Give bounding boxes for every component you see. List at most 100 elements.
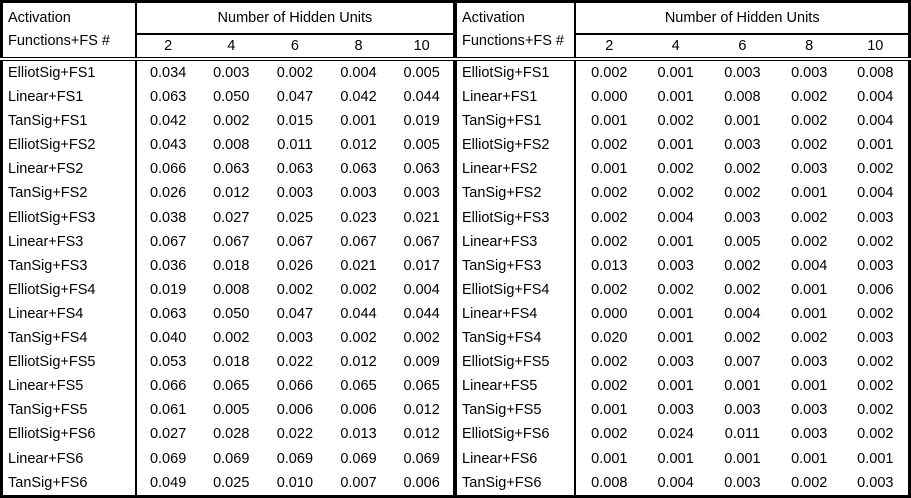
activation-header-line2: Functions+FS # [462,33,564,49]
table-row: Linear+FS6 0.001 0.001 0.001 0.001 0.001 [456,446,910,471]
value-cell: 0.019 [403,113,440,130]
value-cell: 0.023 [340,209,377,226]
row-label: ElliotSig+FS3 [1,205,137,230]
value-cell: 0.067 [403,233,440,250]
table-row: Linear+FS1 0.063 0.050 0.047 0.042 0.044 [1,85,455,110]
table-row: ElliotSig+FS4 0.002 0.002 0.002 0.001 0.006 [456,277,910,302]
value-cell: 0.018 [213,257,250,274]
value-cell: 0.028 [213,426,250,443]
value-cell: 0.002 [403,330,440,347]
value-cell: 0.001 [657,305,694,322]
row-label: ElliotSig+FS2 [1,133,137,158]
value-cell: 0.001 [791,450,828,467]
value-cell: 0.063 [340,161,377,178]
value-cell: 0.042 [149,113,187,130]
row-label: ElliotSig+FS5 [456,350,577,375]
value-cell: 0.002 [591,233,628,250]
table-row: Linear+FS4 0.000 0.001 0.004 0.001 0.002 [456,301,910,327]
value-cell: 0.002 [276,281,314,298]
value-cell: 0.002 [276,65,314,81]
value-cell: 0.003 [724,137,761,154]
table-row: ElliotSig+FS1 0.034 0.003 0.002 0.004 0.005 [1,59,455,86]
row-label: TanSig+FS6 [456,470,577,497]
value-cell: 0.066 [276,378,314,395]
value-cell: 0.005 [403,137,440,154]
value-cell: 0.002 [591,281,628,298]
value-cell: 0.069 [340,450,377,467]
value-cell: 0.012 [340,137,377,154]
value-cell: 0.050 [213,305,250,322]
value-cell: 0.002 [724,330,761,347]
value-cell: 0.001 [657,89,694,106]
units-col-header: 8 [326,34,391,61]
table-row: Linear+FS6 0.069 0.069 0.069 0.069 0.069 [1,446,455,471]
value-cell: 0.044 [403,305,440,322]
value-cell: 0.001 [591,450,628,467]
row-label: TanSig+FS4 [456,326,577,351]
value-cell: 0.003 [724,65,761,81]
value-cell: 0.002 [591,185,628,202]
value-cell: 0.005 [213,402,250,419]
value-cell: 0.040 [149,330,187,347]
value-cell: 0.015 [276,113,314,130]
table-row: TanSig+FS2 0.026 0.012 0.003 0.003 0.003 [1,181,455,206]
table-row: ElliotSig+FS1 0.002 0.001 0.003 0.003 0.008 [456,59,910,86]
value-cell: 0.002 [857,305,894,322]
value-cell: 0.008 [213,281,250,298]
value-cell: 0.003 [857,209,894,226]
value-cell: 0.002 [724,185,761,202]
table-row: ElliotSig+FS5 0.002 0.003 0.007 0.003 0.002 [456,350,910,375]
value-cell: 0.004 [857,185,894,202]
value-cell: 0.026 [276,257,314,274]
table-row: ElliotSig+FS2 0.002 0.001 0.003 0.002 0.001 [456,133,910,158]
value-cell: 0.063 [213,161,250,178]
value-cell: 0.002 [791,233,828,250]
value-cell: 0.012 [403,402,440,419]
value-cell: 0.000 [591,89,628,106]
value-cell: 0.010 [276,474,314,491]
value-cell: 0.001 [591,161,628,178]
activation-header-line1: Activation [462,10,525,26]
units-col-header: 4 [199,34,264,61]
units-col-header: 10 [390,34,454,61]
value-cell: 0.069 [403,450,440,467]
row-label: Linear+FS5 [1,374,137,399]
value-cell: 0.001 [724,450,761,467]
value-cell: 0.008 [591,474,628,491]
table-row: TanSig+FS5 0.061 0.005 0.006 0.006 0.012 [1,398,455,423]
value-cell: 0.007 [724,354,761,371]
table-row: TanSig+FS1 0.042 0.002 0.015 0.001 0.019 [1,109,455,134]
value-cell: 0.003 [857,257,894,274]
table-row: ElliotSig+FS5 0.053 0.018 0.022 0.012 0.009 [1,350,455,375]
value-cell: 0.003 [791,161,828,178]
value-cell: 0.025 [276,209,314,226]
value-cell: 0.061 [149,402,187,419]
value-cell: 0.006 [340,402,377,419]
value-cell: 0.003 [791,402,828,419]
table-row: TanSig+FS6 0.008 0.004 0.003 0.002 0.003 [456,470,910,497]
value-cell: 0.003 [724,402,761,419]
table-row: Linear+FS2 0.066 0.063 0.063 0.063 0.063 [1,157,455,182]
value-cell: 0.003 [857,474,894,491]
table-row: Linear+FS5 0.066 0.065 0.066 0.065 0.065 [1,374,455,399]
value-cell: 0.001 [340,113,377,130]
value-cell: 0.069 [276,450,314,467]
row-label: Linear+FS2 [1,157,137,182]
value-cell: 0.027 [149,426,187,443]
value-cell: 0.012 [403,426,440,443]
row-label: Linear+FS3 [1,229,137,254]
value-cell: 0.024 [657,426,694,443]
value-cell: 0.002 [857,378,894,395]
table-row: ElliotSig+FS6 0.027 0.028 0.022 0.013 0.012 [1,422,455,447]
value-cell: 0.008 [724,89,761,106]
row-label: ElliotSig+FS3 [456,205,577,230]
value-cell: 0.017 [403,257,440,274]
value-cell: 0.067 [340,233,377,250]
value-cell: 0.069 [149,450,187,467]
units-header-row: 2 4 6 8 10 [2,34,454,61]
value-cell: 0.002 [724,281,761,298]
value-cell: 0.012 [340,354,377,371]
value-cell: 0.063 [403,161,440,178]
value-cell: 0.013 [340,426,377,443]
row-label: TanSig+FS5 [456,398,577,423]
